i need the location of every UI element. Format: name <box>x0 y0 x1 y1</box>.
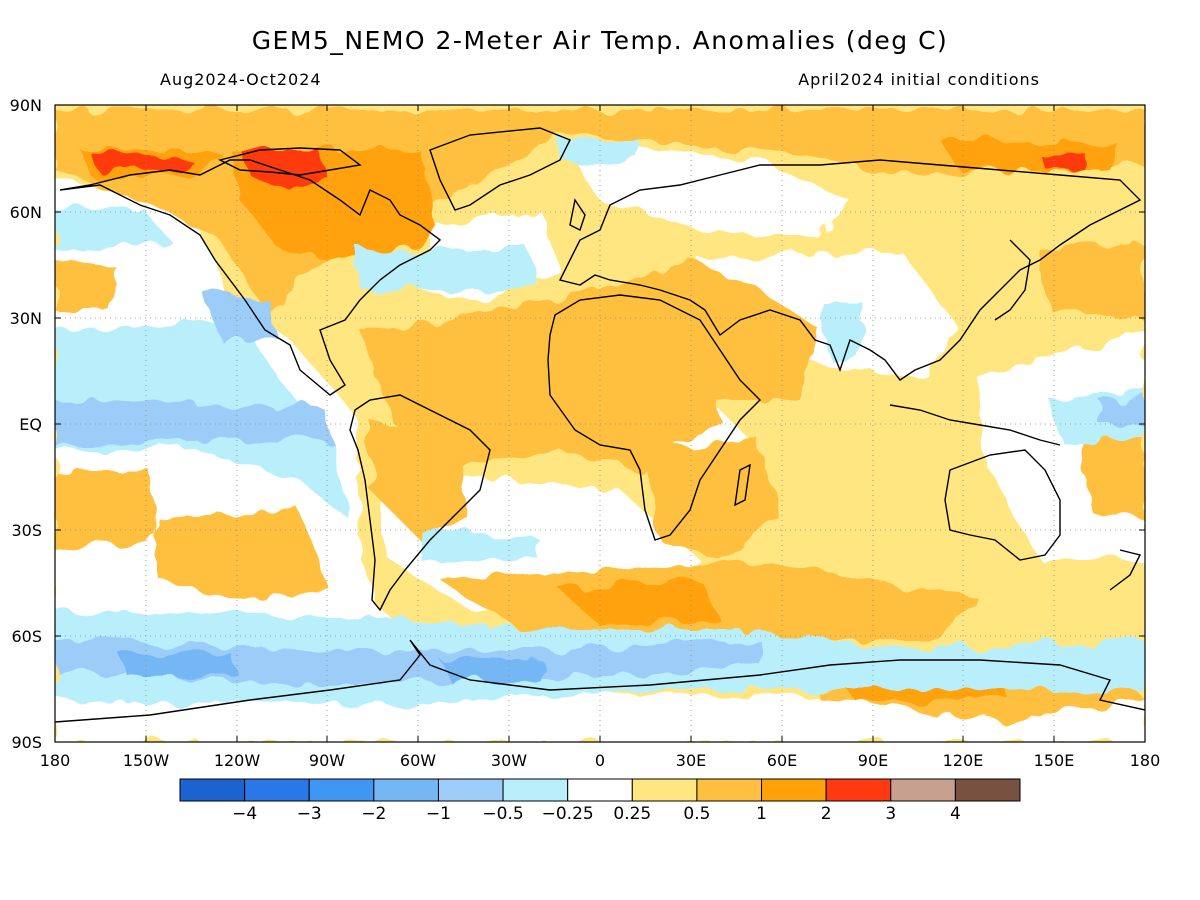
colorbar-swatch <box>954 778 1021 802</box>
field-cool <box>360 250 540 290</box>
colorbar-label: 0.5 <box>683 804 710 824</box>
field-cool-deep <box>120 652 240 678</box>
forecast-period: Aug2024-Oct2024 <box>160 70 322 89</box>
lon-label: 30E <box>676 751 706 770</box>
coast-africa <box>547 294 761 541</box>
colorbar-swatch <box>890 778 956 802</box>
field-hot <box>240 150 330 190</box>
coast-indonesia <box>889 404 1061 446</box>
colorbar-swatch <box>437 778 504 802</box>
colorbar-label: −2 <box>361 804 386 824</box>
colorbar-swatch <box>696 778 763 802</box>
field-cool-strong <box>200 290 280 340</box>
graticule <box>55 105 1145 742</box>
coast-south-america <box>349 394 491 612</box>
field-warm-strong <box>560 580 720 625</box>
field-warm-strong <box>940 140 1120 170</box>
field-warm <box>55 260 120 310</box>
colorbar-swatch <box>244 778 310 802</box>
lon-label: 180 <box>1130 751 1161 770</box>
colorbar-label: 3 <box>885 804 896 824</box>
lat-label: 60N <box>10 203 42 222</box>
colorbar-label: −1 <box>426 804 451 824</box>
coast-arctic-islands <box>217 147 362 176</box>
lat-label: 60S <box>11 627 42 646</box>
colorbar-label: −4 <box>232 804 257 824</box>
colorbar-label: −0.25 <box>542 804 594 824</box>
initial-conditions: April2024 initial conditions <box>798 70 1040 89</box>
field-warm <box>1040 240 1145 320</box>
colorbar-swatch <box>179 778 246 802</box>
coast-greenland <box>429 127 571 211</box>
field-warm <box>370 420 470 540</box>
colorbar: −4 −3 −2 −1 −0.5 −0.25 0.25 0.5 1 2 3 4 <box>179 778 1021 824</box>
field-warm <box>160 510 330 600</box>
lon-label: 90W <box>309 751 345 770</box>
lon-label: 120E <box>943 751 984 770</box>
field-hot <box>90 152 190 172</box>
colorbar-label: −0.5 <box>482 804 523 824</box>
chart-title: GEM5_NEMO 2-Meter Air Temp. Anomalies (d… <box>251 26 949 55</box>
colorbar-swatch <box>567 778 633 802</box>
latitude-labels: 90N 60N 30N EQ 30S 60S 90S <box>10 96 42 752</box>
coast-madagascar <box>734 463 751 507</box>
colorbar-swatch <box>308 778 375 802</box>
longitude-labels: 180 150W 120W 90W 60W 30W 0 30E 60E 90E … <box>40 751 1161 770</box>
lon-label: 150E <box>1034 751 1075 770</box>
lon-label: 30W <box>491 751 527 770</box>
colorbar-label: 2 <box>821 804 832 824</box>
colorbar-label: 4 <box>950 804 961 824</box>
colorbar-label: −3 <box>297 804 322 824</box>
coast-uk <box>569 198 586 231</box>
anomaly-field <box>55 105 1145 742</box>
colorbar-swatch <box>502 778 569 802</box>
field-warm <box>1080 420 1145 520</box>
axis-ticks <box>55 104 1145 743</box>
field-cool-deep <box>440 658 540 682</box>
lon-label: 180 <box>40 751 71 770</box>
coast-eurasia <box>558 159 1142 381</box>
coast-new-zealand <box>1109 549 1142 591</box>
field-cool <box>420 530 540 560</box>
colorbar-swatch <box>761 778 827 802</box>
field-warm <box>55 470 160 550</box>
lat-label: 30S <box>11 521 42 540</box>
lon-label: 60E <box>767 751 797 770</box>
coast-australia <box>944 449 1061 561</box>
lat-label: EQ <box>19 415 42 434</box>
lat-label: 30N <box>10 309 42 328</box>
lon-label: 120W <box>214 751 261 770</box>
lon-label: 90E <box>858 751 888 770</box>
colorbar-swatch <box>373 778 439 802</box>
coastlines <box>55 127 1145 723</box>
lon-label: 150W <box>123 751 170 770</box>
coast-antarctica <box>55 639 1145 723</box>
colorbar-label: 0.25 <box>613 804 651 824</box>
lon-label: 60W <box>400 751 436 770</box>
colorbar-swatch <box>825 778 892 802</box>
lat-label: 90S <box>11 733 42 752</box>
field-cool <box>55 205 170 250</box>
coast-japan <box>994 239 1031 321</box>
coast-north-america <box>59 159 442 396</box>
lat-label: 90N <box>10 96 42 115</box>
field-neutral <box>560 140 850 240</box>
lon-label: 0 <box>595 751 605 770</box>
field-cool-strong <box>55 400 330 445</box>
colorbar-label: 1 <box>756 804 767 824</box>
colorbar-swatch <box>631 778 698 802</box>
field-cool-strong <box>1100 395 1145 425</box>
field-hot <box>1040 155 1090 170</box>
